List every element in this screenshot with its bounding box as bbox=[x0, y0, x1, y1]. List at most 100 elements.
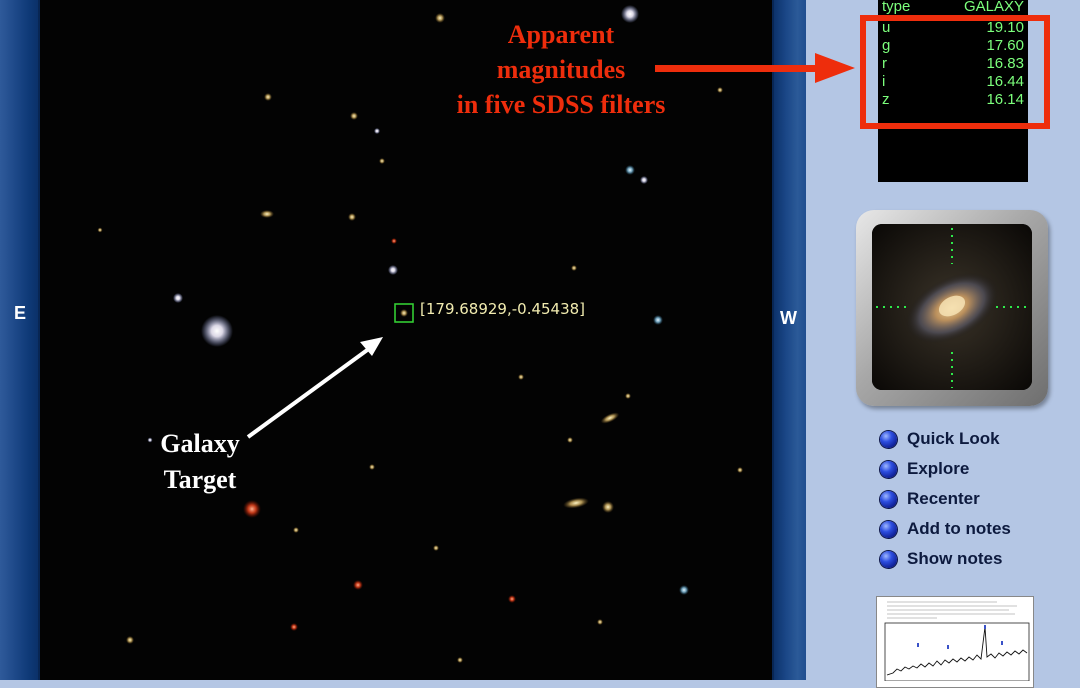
star bbox=[293, 527, 299, 533]
spectrum-trace bbox=[886, 626, 1028, 676]
star bbox=[374, 128, 380, 134]
star bbox=[369, 464, 375, 470]
menu-label: Show notes bbox=[907, 549, 1003, 568]
magnitude-value: 19.10 bbox=[986, 19, 1024, 36]
west-label: W bbox=[780, 308, 797, 328]
star bbox=[640, 176, 648, 184]
blue-bullet-icon bbox=[880, 520, 897, 538]
target-marker[interactable] bbox=[394, 303, 414, 323]
blue-bullet-icon bbox=[880, 430, 897, 448]
spectrum-line-markers bbox=[917, 625, 1003, 649]
star bbox=[625, 393, 631, 399]
star bbox=[350, 112, 358, 120]
annotation-line: Target bbox=[163, 465, 237, 494]
blue-bullet-icon bbox=[880, 550, 897, 568]
type-row: type GALAXY bbox=[882, 0, 1024, 16]
blue-bullet-icon bbox=[880, 460, 897, 478]
star bbox=[391, 238, 397, 244]
target-arrow-head bbox=[360, 337, 383, 356]
galaxy-blob bbox=[260, 210, 274, 218]
magnitude-value: 17.60 bbox=[986, 37, 1024, 54]
annotation-line: Galaxy bbox=[160, 429, 240, 458]
star bbox=[379, 158, 385, 164]
target-arrow-line bbox=[246, 346, 372, 439]
star bbox=[126, 636, 134, 644]
galaxy-target-annotation: Galaxy Target bbox=[130, 426, 270, 498]
star bbox=[435, 13, 445, 23]
star bbox=[264, 93, 272, 101]
star bbox=[457, 657, 463, 663]
menu-label: Quick Look bbox=[907, 429, 1000, 448]
galaxy-blob bbox=[563, 497, 589, 509]
star bbox=[653, 315, 663, 325]
type-value: GALAXY bbox=[963, 0, 1024, 15]
star bbox=[717, 87, 723, 93]
target-coordinates: [179.68929,-0.45438] bbox=[420, 300, 586, 318]
sky-image[interactable]: [179.68929,-0.45438] Galaxy Target bbox=[40, 0, 772, 680]
sky-field bbox=[97, 5, 743, 663]
star bbox=[173, 293, 183, 303]
star bbox=[679, 585, 689, 595]
red-star bbox=[243, 500, 261, 518]
star bbox=[508, 595, 516, 603]
magnitudes-annotation: Apparent magnitudes in five SDSS filters bbox=[430, 17, 692, 122]
type-label: type bbox=[882, 0, 911, 15]
star bbox=[571, 265, 577, 271]
left-border: E bbox=[0, 0, 40, 680]
magnitude-row-z: z 16.14 bbox=[882, 91, 1024, 109]
object-actions-menu: Quick Look Explore Recenter Add to notes… bbox=[880, 424, 1070, 574]
star bbox=[621, 5, 639, 23]
star bbox=[567, 437, 573, 443]
explore-link[interactable]: Explore bbox=[880, 454, 1070, 484]
thumbnail-crosshair bbox=[876, 228, 1030, 388]
east-label: E bbox=[14, 303, 27, 323]
star bbox=[433, 545, 439, 551]
star bbox=[518, 374, 524, 380]
star bbox=[602, 501, 614, 513]
magnitude-value: 16.44 bbox=[986, 73, 1024, 90]
menu-label: Add to notes bbox=[907, 519, 1011, 538]
annotation-line: magnitudes bbox=[496, 55, 626, 84]
menu-label: Explore bbox=[907, 459, 970, 478]
object-thumbnail[interactable] bbox=[872, 224, 1032, 390]
filter-name: z bbox=[882, 91, 890, 108]
bright-star bbox=[201, 315, 233, 347]
star bbox=[737, 467, 743, 473]
annotation-line: Apparent bbox=[507, 20, 615, 49]
magnitudes-arrow bbox=[655, 53, 855, 83]
target-galaxy bbox=[400, 309, 408, 317]
star bbox=[147, 437, 153, 443]
magnitude-row-r: r 16.83 bbox=[882, 55, 1024, 73]
recenter-link[interactable]: Recenter bbox=[880, 484, 1070, 514]
spectrum-thumbnail[interactable] bbox=[876, 596, 1034, 688]
spectrum-plot bbox=[884, 601, 1030, 682]
annotation-line: in five SDSS filters bbox=[456, 90, 666, 119]
thumbnail-galaxy bbox=[872, 224, 1032, 390]
object-thumbnail-frame bbox=[856, 210, 1048, 406]
star bbox=[97, 227, 103, 233]
magnitudes-panel: type GALAXY u 19.10 g 17.60 r 16.83 i 16… bbox=[878, 0, 1028, 182]
magnitude-value: 16.14 bbox=[986, 91, 1024, 108]
galaxy-blob bbox=[600, 412, 620, 424]
magnitudes-arrow-shaft bbox=[655, 65, 820, 72]
spectrum-header-lines bbox=[887, 601, 1017, 619]
star bbox=[290, 623, 298, 631]
quick-look-link[interactable]: Quick Look bbox=[880, 424, 1070, 454]
add-to-notes-link[interactable]: Add to notes bbox=[880, 514, 1070, 544]
filter-name: u bbox=[882, 19, 891, 36]
magnitude-value: 16.83 bbox=[986, 55, 1024, 72]
show-notes-link[interactable]: Show notes bbox=[880, 544, 1070, 574]
right-border: W bbox=[772, 0, 806, 680]
magnitudes-arrow-head bbox=[815, 53, 855, 83]
thumbnail-galaxy-core bbox=[938, 295, 966, 317]
star bbox=[625, 165, 635, 175]
star bbox=[353, 580, 363, 590]
filter-name: r bbox=[882, 55, 887, 72]
magnitudes-highlight-box bbox=[860, 15, 1050, 129]
menu-label: Recenter bbox=[907, 489, 980, 508]
magnitude-row-g: g 17.60 bbox=[882, 37, 1024, 55]
filter-name: g bbox=[882, 37, 891, 54]
star bbox=[388, 265, 398, 275]
star bbox=[348, 213, 356, 221]
blue-bullet-icon bbox=[880, 490, 897, 508]
